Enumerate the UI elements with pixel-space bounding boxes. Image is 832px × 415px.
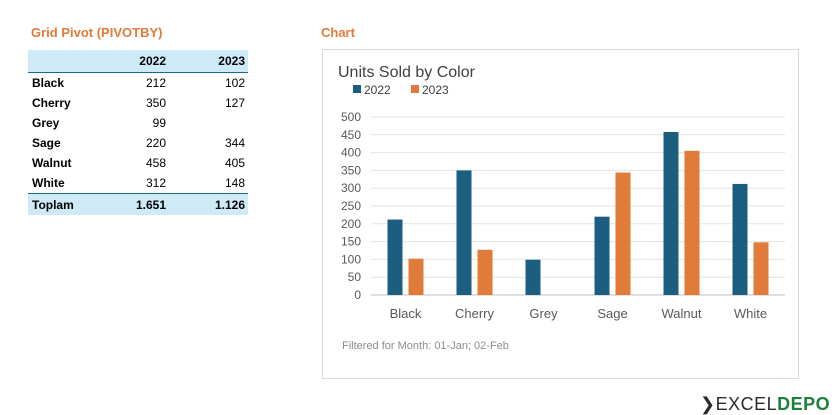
cell-2022: 350 <box>145 96 166 110</box>
bar-2023-black[interactable] <box>408 258 424 295</box>
bar-2022-grey[interactable] <box>525 259 541 295</box>
chart-section-title: Chart <box>321 25 355 40</box>
legend-label: 2023 <box>422 83 449 97</box>
y-tick-label: 450 <box>341 128 361 142</box>
row-label: Grey <box>32 116 60 130</box>
bar-2023-cherry[interactable] <box>477 249 493 295</box>
legend-swatch <box>411 85 419 93</box>
table-row: Sage 220 344 <box>28 133 248 153</box>
cell-2023: 405 <box>224 156 245 170</box>
row-label: Cherry <box>32 96 71 110</box>
x-tick-label: Walnut <box>662 306 702 321</box>
cell-2022: 220 <box>145 136 166 150</box>
table-row: Cherry 350 127 <box>28 93 248 113</box>
bar-2023-walnut[interactable] <box>684 150 700 295</box>
chart-title: Units Sold by Color <box>338 64 476 81</box>
chart-footnote: Filtered for Month: 01-Jan; 02-Feb <box>342 340 509 352</box>
y-tick-label: 150 <box>341 235 361 249</box>
pivot-header-row: 2022 2023 <box>28 50 248 73</box>
cell-2023: 344 <box>224 136 245 150</box>
legend-label: 2022 <box>364 83 391 97</box>
logo-text-excel: EXCEL <box>715 394 778 414</box>
cell-2023: 102 <box>224 76 245 90</box>
y-tick-label: 300 <box>341 181 361 195</box>
x-tick-label: Grey <box>529 306 558 321</box>
pivot-table: 2022 2023 Black 212 102 Cherry 350 127 G… <box>28 50 248 215</box>
x-tick-label: Sage <box>597 306 627 321</box>
row-label: Walnut <box>32 156 72 170</box>
y-tick-label: 350 <box>341 163 361 177</box>
cell-2022: 458 <box>145 156 166 170</box>
cell-2022: 99 <box>152 116 166 130</box>
bar-2023-white[interactable] <box>753 242 769 295</box>
bar-2022-black[interactable] <box>387 219 403 295</box>
chart-legend: 2022 2023 <box>353 83 449 97</box>
table-row: Black 212 102 <box>28 73 248 93</box>
bar-2022-cherry[interactable] <box>456 170 472 295</box>
bar-chart: Units Sold by Color 2022 2023 0 50 100 150 20… <box>338 64 785 352</box>
legend-swatch <box>353 85 361 93</box>
total-2023: 1.126 <box>214 197 245 212</box>
bar-2022-walnut[interactable] <box>663 131 679 295</box>
total-2022: 1.651 <box>135 197 166 212</box>
pivot-header-cell: 2023 <box>218 54 245 68</box>
pivot-title: Grid Pivot (PIVOTBY) <box>31 25 163 40</box>
chart-gridlines <box>371 116 785 296</box>
cell-2023: 127 <box>224 96 245 110</box>
table-row: Grey 99 <box>28 113 248 133</box>
y-tick-label: 250 <box>341 199 361 213</box>
table-row: Walnut 458 405 <box>28 153 248 173</box>
y-tick-label: 200 <box>341 217 361 231</box>
row-label: Black <box>32 76 65 90</box>
y-tick-label: 100 <box>341 252 361 266</box>
x-tick-label: White <box>734 306 767 321</box>
x-axis: Black Cherry Grey Sage Walnut White <box>390 306 768 321</box>
table-row: White 312 148 <box>28 173 248 193</box>
y-tick-label: 0 <box>354 288 361 302</box>
total-label: Toplam <box>32 197 74 212</box>
y-axis: 0 50 100 150 200 250 300 350 400 450 500 <box>341 110 361 302</box>
cell-2023: 148 <box>224 176 245 190</box>
y-tick-label: 500 <box>341 110 361 124</box>
bar-2023-sage[interactable] <box>615 172 631 295</box>
y-tick-label: 400 <box>341 146 361 160</box>
pivot-total-row: Toplam 1.651 1.126 <box>28 193 248 215</box>
logo-mark-icon: ❯ <box>700 394 716 414</box>
bar-2022-sage[interactable] <box>594 216 610 295</box>
chart-area[interactable]: Units Sold by Color 2022 2023 0 50 100 150 20… <box>322 49 799 379</box>
x-tick-label: Black <box>390 306 422 321</box>
bar-2022-white[interactable] <box>732 183 748 295</box>
cell-2022: 312 <box>145 176 166 190</box>
x-tick-label: Cherry <box>455 306 495 321</box>
row-label: Sage <box>32 136 61 150</box>
y-tick-label: 50 <box>348 270 362 284</box>
row-label: White <box>32 176 65 190</box>
chart-bars <box>387 131 769 295</box>
pivot-header-cell: 2022 <box>139 54 166 68</box>
cell-2022: 212 <box>145 76 166 90</box>
logo-text-depo: DEPO <box>777 394 831 414</box>
excel-depo-logo: ❯EXCELDEPO <box>700 394 830 415</box>
